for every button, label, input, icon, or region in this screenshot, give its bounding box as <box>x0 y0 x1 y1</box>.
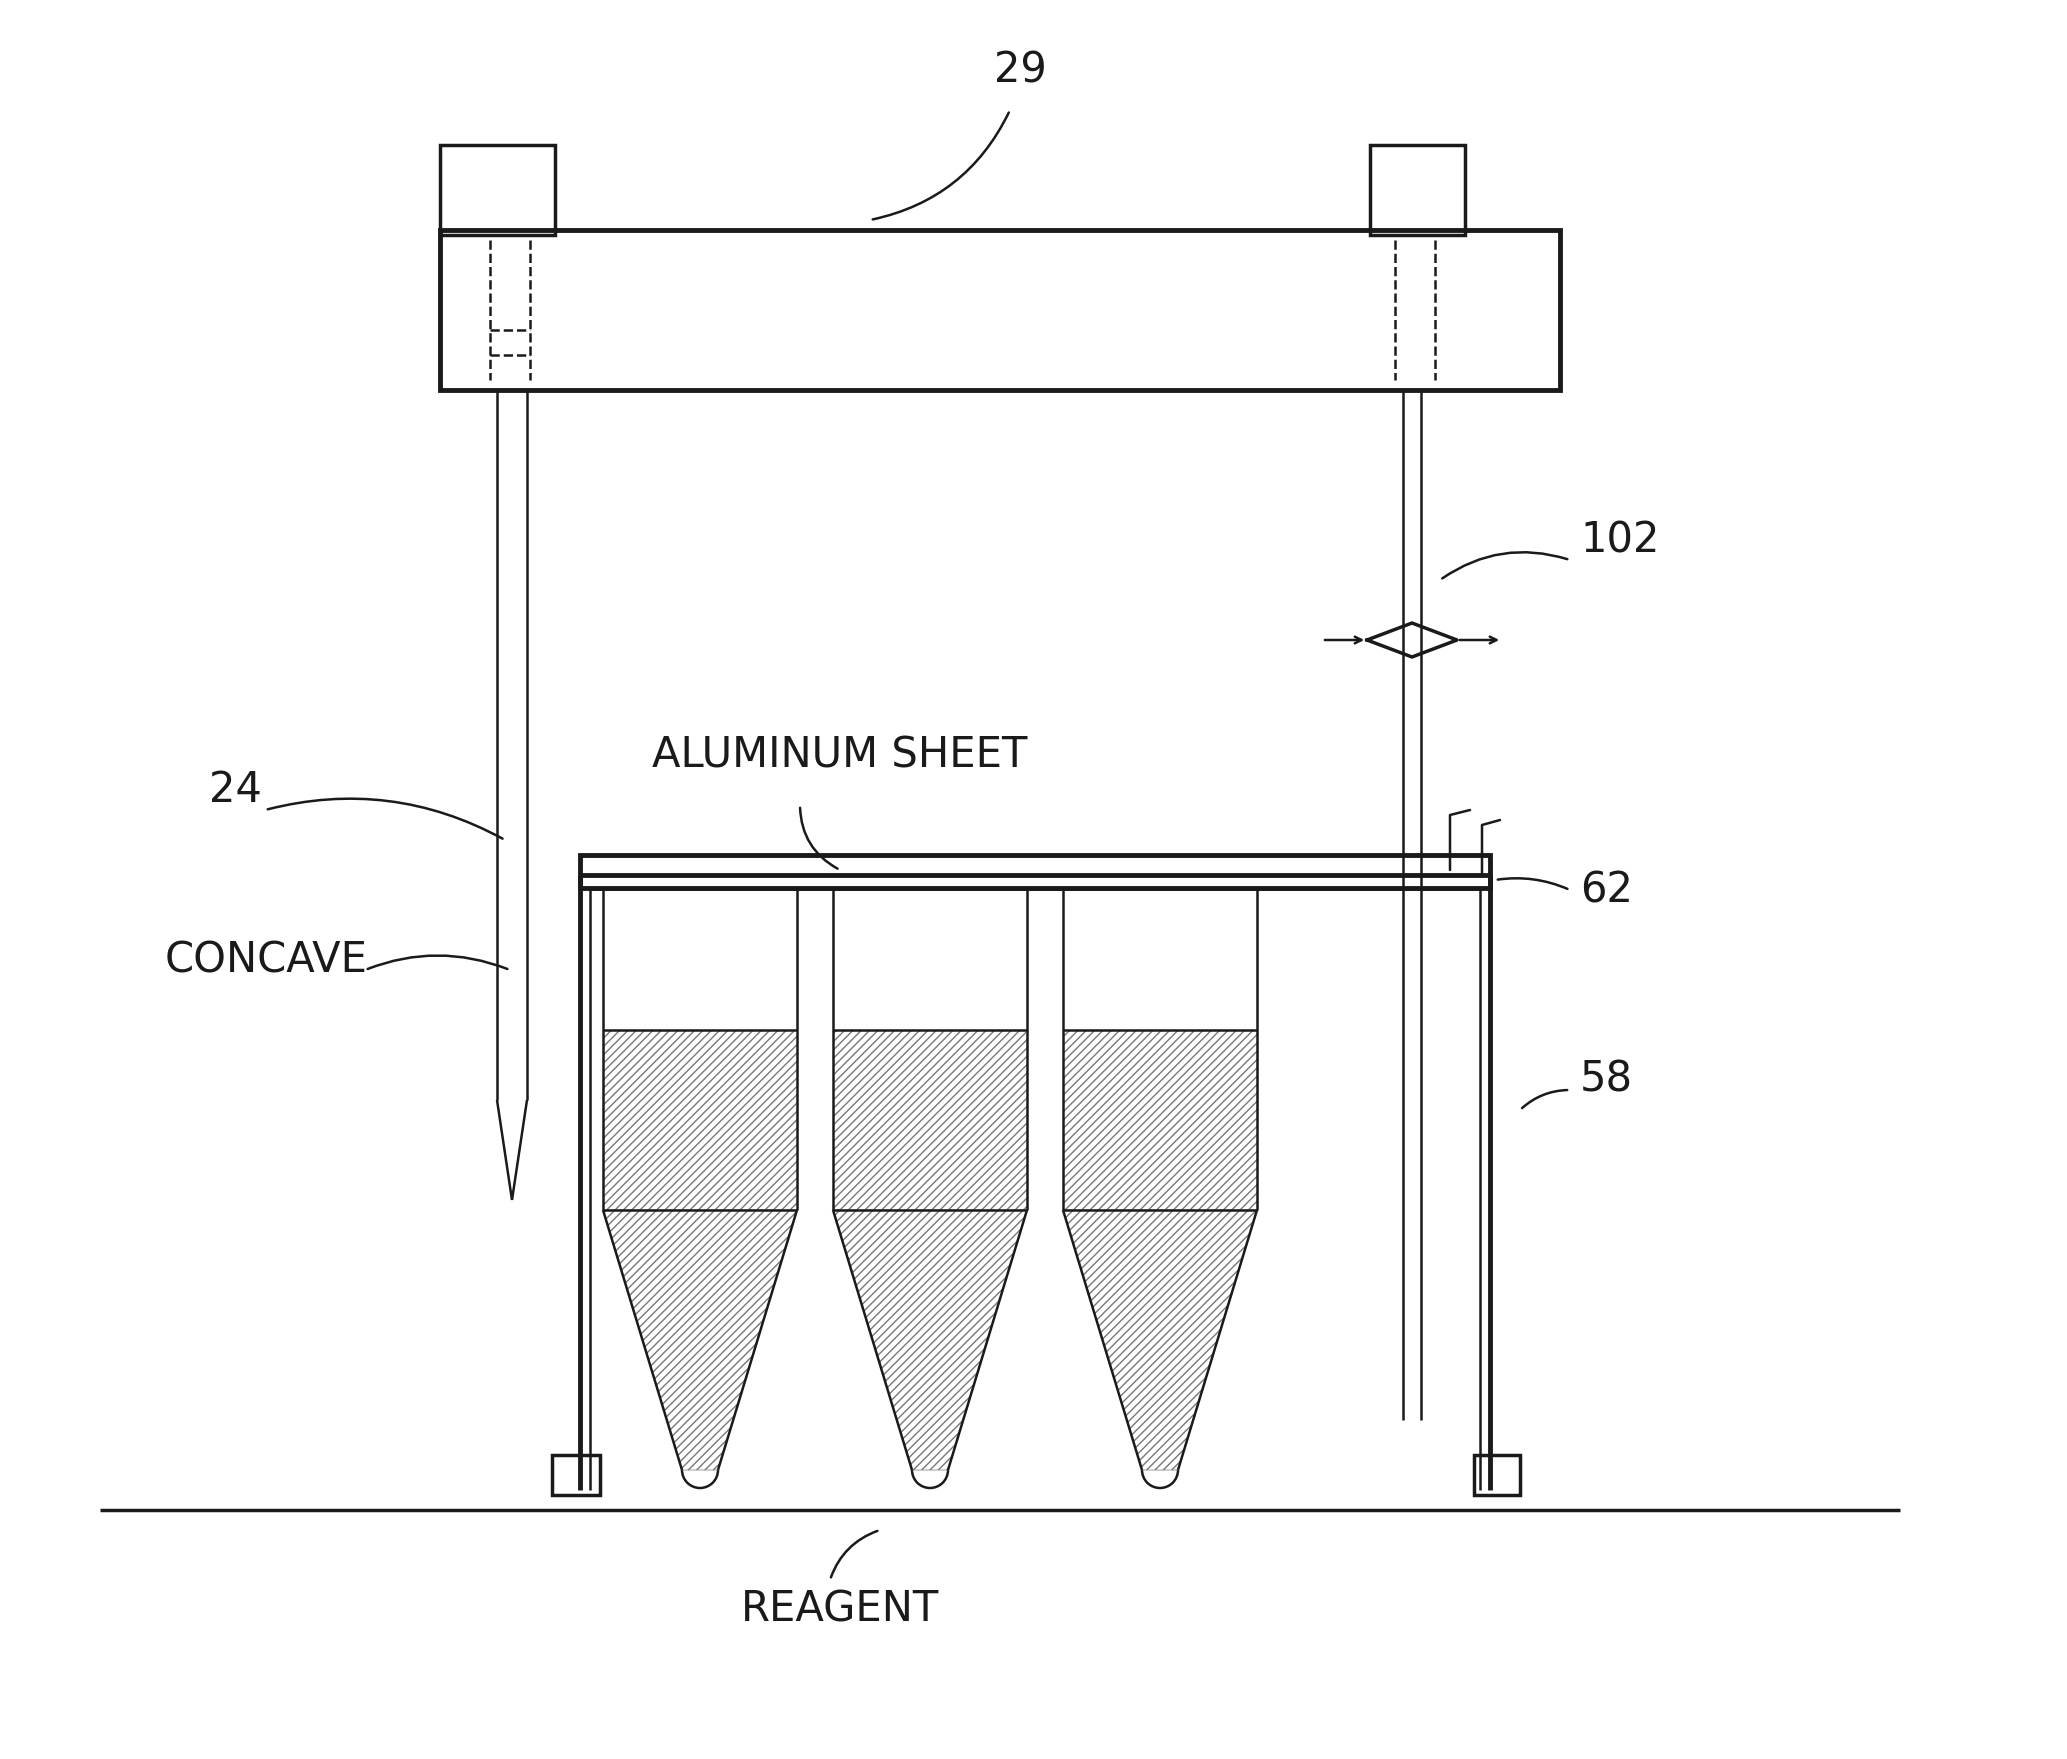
Bar <box>440 144 556 236</box>
Text: 29: 29 <box>994 49 1046 91</box>
Bar <box>440 230 1561 390</box>
Bar <box>581 855 1490 888</box>
Text: CONCAVE: CONCAVE <box>165 939 368 982</box>
Text: 102: 102 <box>1579 519 1660 561</box>
Text: ALUMINUM SHEET: ALUMINUM SHEET <box>653 734 1027 776</box>
Bar <box>1370 144 1466 236</box>
Text: 24: 24 <box>209 769 260 811</box>
Bar <box>1474 1455 1519 1495</box>
Bar <box>552 1455 599 1495</box>
Text: 62: 62 <box>1579 869 1633 911</box>
Text: 58: 58 <box>1579 1059 1633 1101</box>
Text: REAGENT: REAGENT <box>740 1588 938 1631</box>
